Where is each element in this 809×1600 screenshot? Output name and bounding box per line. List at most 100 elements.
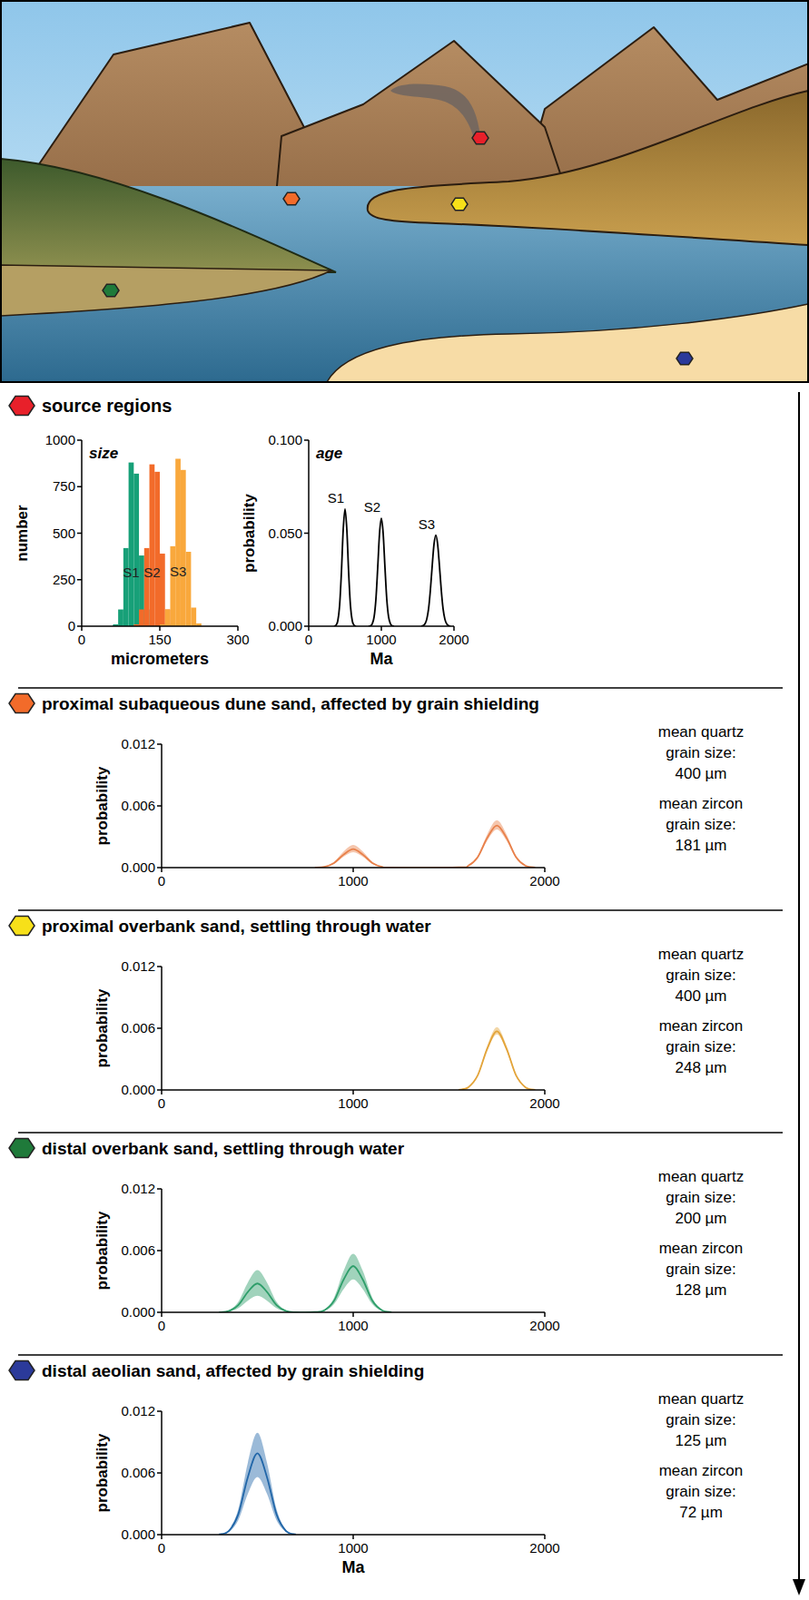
x-tick-label: 300 bbox=[226, 631, 249, 648]
x-axis-title: micrometers bbox=[110, 650, 209, 669]
x-tick-label: 1000 bbox=[337, 1540, 368, 1557]
y-tick bbox=[304, 439, 309, 442]
y-tick-label: 0.000 bbox=[120, 1304, 156, 1321]
text-line: 248 µm bbox=[674, 1059, 727, 1077]
separator bbox=[18, 687, 783, 690]
x-tick bbox=[543, 1312, 546, 1318]
y-tick-label: 0.006 bbox=[120, 798, 156, 814]
text-line: grain size: bbox=[665, 816, 736, 834]
illustration-frame bbox=[0, 0, 809, 383]
y-axis-title: probability bbox=[93, 766, 111, 846]
histogram-bar bbox=[133, 473, 139, 627]
text-line: mean quartz bbox=[658, 946, 745, 964]
hill bbox=[0, 158, 336, 273]
text-line: grain size: bbox=[665, 1483, 736, 1501]
y-tick bbox=[157, 743, 162, 746]
x-tick-label: 0 bbox=[157, 873, 166, 889]
text-line: 400 µm bbox=[674, 765, 727, 783]
section-title: distal aeolian sand, affected by grain s… bbox=[41, 1361, 425, 1382]
y-tick bbox=[157, 867, 162, 869]
series-label: S1 bbox=[327, 490, 345, 506]
x-tick bbox=[352, 1090, 355, 1096]
x-tick bbox=[380, 626, 383, 632]
x-tick-label: 0 bbox=[78, 631, 86, 648]
y-axis-title: probability bbox=[240, 493, 258, 573]
text-line: 128 µm bbox=[674, 1282, 727, 1300]
separator bbox=[18, 1354, 783, 1357]
histogram-bar bbox=[169, 546, 176, 627]
x-tick-label: 2000 bbox=[529, 1095, 560, 1112]
plot-title: size bbox=[88, 444, 119, 463]
text-line: 200 µm bbox=[674, 1210, 727, 1228]
x-tick-label: 1000 bbox=[337, 873, 368, 889]
uncertainty-band bbox=[218, 1433, 296, 1536]
annotation: mean quartz grain size: bbox=[658, 946, 745, 985]
x-tick bbox=[352, 1312, 355, 1318]
annotation: 200 µm bbox=[674, 1210, 727, 1228]
x-tick bbox=[543, 868, 546, 873]
series-label: S2 bbox=[364, 499, 381, 515]
y-tick-label: 0.012 bbox=[120, 1181, 156, 1197]
annotation: mean zircongrain size: bbox=[659, 795, 744, 834]
sample-marker bbox=[451, 197, 468, 211]
annotation: mean quartz grain size: bbox=[658, 1168, 745, 1207]
text-line: mean quartz bbox=[658, 1168, 745, 1186]
x-tick bbox=[543, 1090, 546, 1096]
uncertainty-band bbox=[458, 1027, 535, 1091]
text-line: mean zircon bbox=[659, 1017, 744, 1036]
annotation: 72 µm bbox=[679, 1504, 723, 1522]
plot-area bbox=[218, 1253, 392, 1313]
line bbox=[218, 1453, 296, 1535]
y-axis-title: probability bbox=[93, 988, 111, 1068]
annotation: mean quartzgrain size: bbox=[658, 723, 745, 762]
annotation: 400 µm bbox=[674, 987, 727, 1006]
y-tick-label: 500 bbox=[52, 525, 76, 542]
y-tick bbox=[77, 625, 82, 628]
x-tick-label: 1000 bbox=[337, 1318, 368, 1334]
annotation: mean zircon grain size: bbox=[659, 1462, 744, 1501]
arrow bbox=[798, 392, 800, 1585]
y-tick-label: 0.000 bbox=[267, 618, 303, 634]
plot-title: age bbox=[315, 444, 343, 463]
bank bbox=[0, 265, 332, 316]
y-tick-label: 0.006 bbox=[120, 1465, 156, 1481]
section-icon bbox=[9, 1139, 35, 1159]
section-title: source regions bbox=[41, 395, 172, 416]
sample-marker bbox=[676, 352, 693, 366]
text-line: mean zircon bbox=[659, 1462, 744, 1480]
y-tick-label: 0.012 bbox=[120, 736, 156, 752]
histogram-bar bbox=[149, 464, 156, 627]
separator bbox=[18, 1132, 783, 1135]
y-tick-label: 750 bbox=[52, 478, 76, 494]
figure: source regionsS1S2S301503000250500750100… bbox=[0, 0, 809, 1600]
plot-area bbox=[458, 1027, 535, 1091]
x-tick bbox=[236, 626, 239, 632]
y-tick-label: 0.000 bbox=[120, 1527, 156, 1543]
text-line: 125 µm bbox=[674, 1432, 727, 1451]
text-line: grain size: bbox=[665, 1189, 736, 1207]
line bbox=[458, 1031, 535, 1090]
annotation: 125 µm bbox=[674, 1432, 727, 1451]
y-axis-title: probability bbox=[93, 1433, 111, 1513]
x-tick-label: 150 bbox=[147, 631, 171, 648]
line bbox=[334, 509, 356, 627]
text-line: mean quartz bbox=[658, 1391, 745, 1409]
annotation: mean zircongrain size: bbox=[659, 1017, 744, 1056]
y-tick bbox=[77, 532, 82, 535]
series-label: S1 bbox=[122, 564, 139, 581]
beach bbox=[326, 304, 809, 383]
annotation: 248 µm bbox=[674, 1059, 727, 1077]
x-tick bbox=[453, 626, 455, 632]
text-line: grain size: bbox=[665, 966, 736, 985]
y-axis-title: probability bbox=[93, 1211, 111, 1291]
x-tick-label: 2000 bbox=[529, 1540, 560, 1557]
line bbox=[368, 518, 395, 627]
line bbox=[421, 535, 451, 627]
x-tick-label: 2000 bbox=[438, 631, 469, 648]
text-line: 400 µm bbox=[674, 987, 727, 1006]
series-label: S3 bbox=[418, 516, 435, 533]
x-tick-label: 2000 bbox=[529, 1318, 560, 1334]
y-tick-label: 0.012 bbox=[120, 1403, 156, 1420]
x-tick-label: 0 bbox=[157, 1318, 166, 1334]
histogram-bar bbox=[138, 610, 145, 627]
